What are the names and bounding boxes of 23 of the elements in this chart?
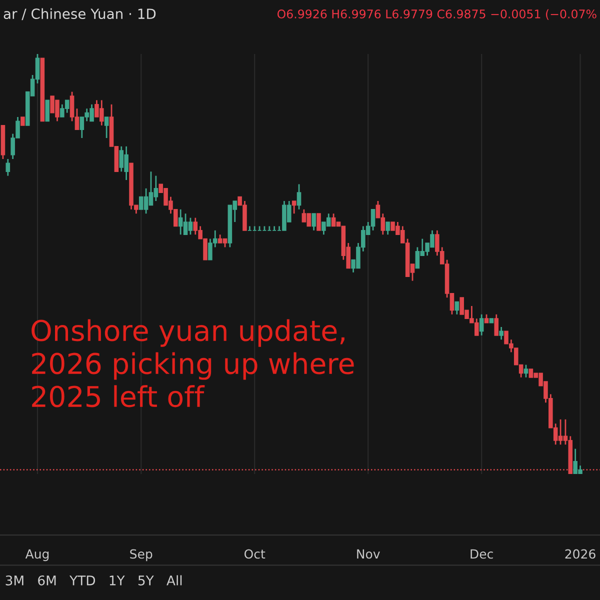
candlestick bbox=[45, 100, 50, 122]
candlestick bbox=[296, 184, 302, 210]
x-tick-label: Dec bbox=[470, 549, 493, 559]
text: O6.9926 H6.9976 L6.9779 C6.9875 −0.0051 (−0.07% bbox=[277, 9, 596, 20]
x-tick-label: Sep bbox=[130, 549, 152, 562]
candlestick bbox=[524, 364, 528, 378]
candlestick bbox=[316, 213, 321, 231]
x-tick-label: Oct bbox=[244, 549, 266, 559]
candlestick bbox=[312, 212, 316, 232]
x-tick-label: Aug bbox=[25, 549, 49, 562]
candlestick bbox=[104, 116, 109, 139]
candlestick bbox=[479, 314, 484, 336]
text: ar / Chinese Yuan · 1D bbox=[4, 8, 156, 20]
candlestick bbox=[386, 221, 390, 236]
candlestick bbox=[454, 301, 460, 316]
candlestick bbox=[6, 158, 10, 176]
candlestick bbox=[292, 200, 296, 214]
candlestick bbox=[494, 314, 499, 336]
annotation: Onshore yuan update, 2026 picking up where 2025 left off bbox=[32, 319, 354, 408]
x-tick-label: Nov bbox=[357, 549, 380, 559]
candlestick bbox=[499, 326, 504, 340]
text: 3M 6M YTD 1Y 5Y All bbox=[6, 575, 182, 586]
x-tick-label: 2026 bbox=[565, 549, 596, 559]
